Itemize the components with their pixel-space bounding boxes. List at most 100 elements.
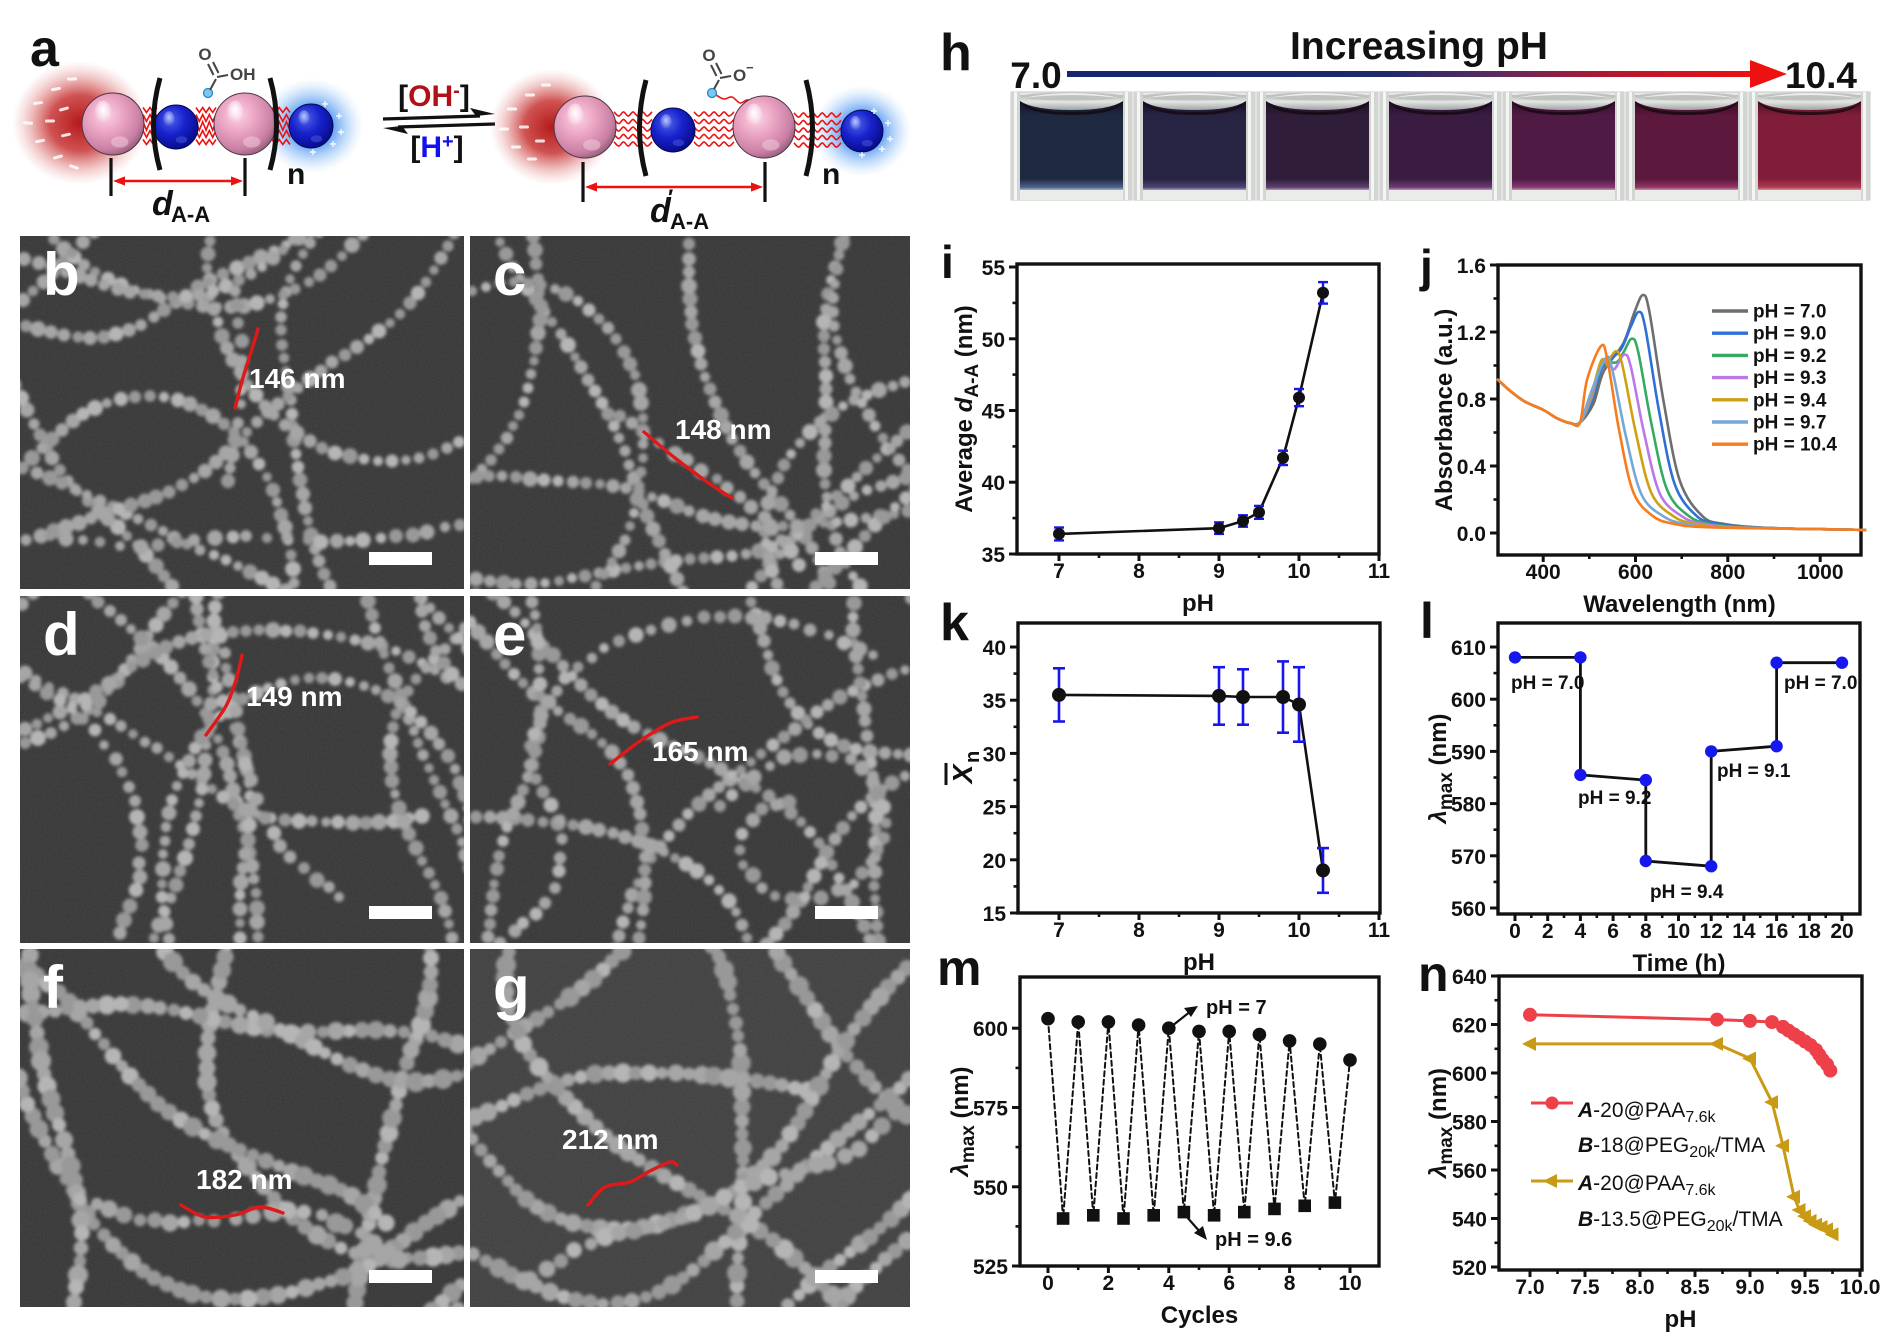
svg-text:n: n xyxy=(822,158,840,191)
svg-text:580: 580 xyxy=(1451,794,1486,817)
svg-text:610: 610 xyxy=(1451,637,1486,660)
svg-text:20: 20 xyxy=(983,850,1006,873)
svg-text:e: e xyxy=(493,601,526,668)
svg-text:0: 0 xyxy=(1042,1272,1054,1295)
svg-text:pH = 9.2: pH = 9.2 xyxy=(1753,346,1826,367)
svg-text:600: 600 xyxy=(1618,561,1653,584)
svg-text:pH = 7.0: pH = 7.0 xyxy=(1784,673,1857,694)
svg-text:Increasing pH: Increasing pH xyxy=(1290,25,1548,68)
svg-text:7.0: 7.0 xyxy=(1010,55,1061,96)
svg-text:55: 55 xyxy=(982,257,1006,280)
svg-text:7: 7 xyxy=(1053,919,1065,942)
svg-text:pH: pH xyxy=(1183,949,1215,976)
svg-text:b: b xyxy=(43,241,80,308)
svg-text:18: 18 xyxy=(1798,920,1822,943)
svg-text:m: m xyxy=(937,940,981,996)
svg-text:10: 10 xyxy=(1287,919,1310,942)
svg-text:10: 10 xyxy=(1338,1272,1361,1295)
svg-text:2: 2 xyxy=(1103,1272,1115,1295)
svg-text:8: 8 xyxy=(1284,1272,1296,1295)
svg-text:A-20@PAA7.6k: A-20@PAA7.6k xyxy=(1577,1099,1717,1126)
svg-text:0.4: 0.4 xyxy=(1457,456,1487,479)
svg-text:7.5: 7.5 xyxy=(1570,1276,1600,1299)
svg-text:35: 35 xyxy=(983,690,1007,713)
svg-text:Wavelength (nm): Wavelength (nm) xyxy=(1583,591,1775,618)
svg-text:7.0: 7.0 xyxy=(1515,1276,1544,1299)
svg-text:575: 575 xyxy=(973,1098,1008,1121)
svg-text:148 nm: 148 nm xyxy=(675,414,772,445)
svg-text:25: 25 xyxy=(983,797,1007,820)
svg-text:B-18@PEG20k/TMA: B-18@PEG20k/TMA xyxy=(1578,1134,1765,1161)
svg-text:146 nm: 146 nm xyxy=(249,363,346,394)
svg-text:n: n xyxy=(962,751,984,763)
svg-text:14: 14 xyxy=(1732,920,1756,943)
svg-text:520: 520 xyxy=(1452,1257,1487,1280)
svg-text:1.6: 1.6 xyxy=(1457,255,1486,278)
svg-text:11: 11 xyxy=(1368,919,1391,942)
svg-text:pH: pH xyxy=(1665,1306,1697,1333)
svg-text:j: j xyxy=(1419,240,1433,292)
svg-text:[OH-]: [OH-] xyxy=(398,80,470,113)
svg-text:20: 20 xyxy=(1830,920,1853,943)
svg-text:182 nm: 182 nm xyxy=(196,1164,293,1195)
svg-text:h: h xyxy=(940,24,972,82)
svg-text:6: 6 xyxy=(1607,920,1619,943)
svg-text:l: l xyxy=(1420,593,1434,649)
svg-text:λmax (nm): λmax (nm) xyxy=(1425,713,1457,825)
svg-text:10.4: 10.4 xyxy=(1785,55,1857,96)
svg-text:pH = 7.0: pH = 7.0 xyxy=(1753,302,1826,323)
svg-text:−: − xyxy=(746,60,754,75)
svg-text:10.0: 10.0 xyxy=(1840,1276,1881,1299)
svg-text:40: 40 xyxy=(983,637,1006,660)
svg-text:40: 40 xyxy=(982,472,1005,495)
svg-text:pH: pH xyxy=(1182,590,1214,617)
svg-text:600: 600 xyxy=(973,1018,1008,1041)
svg-text:10: 10 xyxy=(1287,560,1310,583)
svg-text:n: n xyxy=(1418,946,1449,1002)
svg-text:560: 560 xyxy=(1451,898,1486,921)
svg-text:pH = 9.1: pH = 9.1 xyxy=(1717,761,1791,782)
svg-text:9.5: 9.5 xyxy=(1790,1276,1820,1299)
svg-text:35: 35 xyxy=(982,544,1006,567)
svg-text:600: 600 xyxy=(1452,1063,1487,1086)
svg-text:50: 50 xyxy=(982,329,1005,352)
svg-text:2: 2 xyxy=(1542,920,1554,943)
svg-text:550: 550 xyxy=(973,1177,1008,1200)
svg-text:9.0: 9.0 xyxy=(1735,1276,1764,1299)
svg-text:A-20@PAA7.6k: A-20@PAA7.6k xyxy=(1577,1172,1717,1199)
svg-text:λmax (nm): λmax (nm) xyxy=(947,1066,979,1178)
svg-text:X: X xyxy=(947,762,978,785)
svg-text:640: 640 xyxy=(1452,966,1487,989)
svg-text:4: 4 xyxy=(1163,1272,1175,1295)
svg-text:Cycles: Cycles xyxy=(1161,1302,1238,1329)
svg-text:pH = 9.7: pH = 9.7 xyxy=(1753,413,1826,434)
svg-text:9: 9 xyxy=(1213,560,1225,583)
svg-text:g: g xyxy=(493,954,530,1021)
svg-text:O: O xyxy=(733,66,746,85)
svg-text:pH = 9.4: pH = 9.4 xyxy=(1753,390,1827,411)
svg-text:n: n xyxy=(287,158,305,191)
svg-text:pH = 7: pH = 7 xyxy=(1206,997,1267,1019)
svg-text:A-A: A-A xyxy=(670,209,709,234)
svg-text:580: 580 xyxy=(1452,1112,1487,1135)
svg-text:0.8: 0.8 xyxy=(1457,389,1487,412)
svg-text:d: d xyxy=(43,601,80,668)
svg-text:1.2: 1.2 xyxy=(1457,322,1486,345)
svg-text:8: 8 xyxy=(1133,919,1145,942)
svg-text:30: 30 xyxy=(983,743,1006,766)
svg-text:Time (h): Time (h) xyxy=(1633,950,1726,977)
svg-text:8.0: 8.0 xyxy=(1625,1276,1654,1299)
svg-text:212 nm: 212 nm xyxy=(562,1124,659,1155)
svg-text:540: 540 xyxy=(1452,1209,1487,1232)
svg-text:pH = 9.3: pH = 9.3 xyxy=(1753,368,1826,389)
svg-text:pH = 9.6: pH = 9.6 xyxy=(1215,1229,1292,1251)
svg-text:pH = 7.0: pH = 7.0 xyxy=(1511,673,1584,694)
svg-text:600: 600 xyxy=(1451,689,1486,712)
svg-text:6: 6 xyxy=(1223,1272,1235,1295)
svg-text:d: d xyxy=(152,185,174,223)
svg-text:0: 0 xyxy=(1509,920,1521,943)
svg-text:[H+]: [H+] xyxy=(410,131,463,164)
svg-text:8: 8 xyxy=(1133,560,1145,583)
svg-text:A-A: A-A xyxy=(171,202,210,227)
svg-text:O: O xyxy=(198,45,211,64)
